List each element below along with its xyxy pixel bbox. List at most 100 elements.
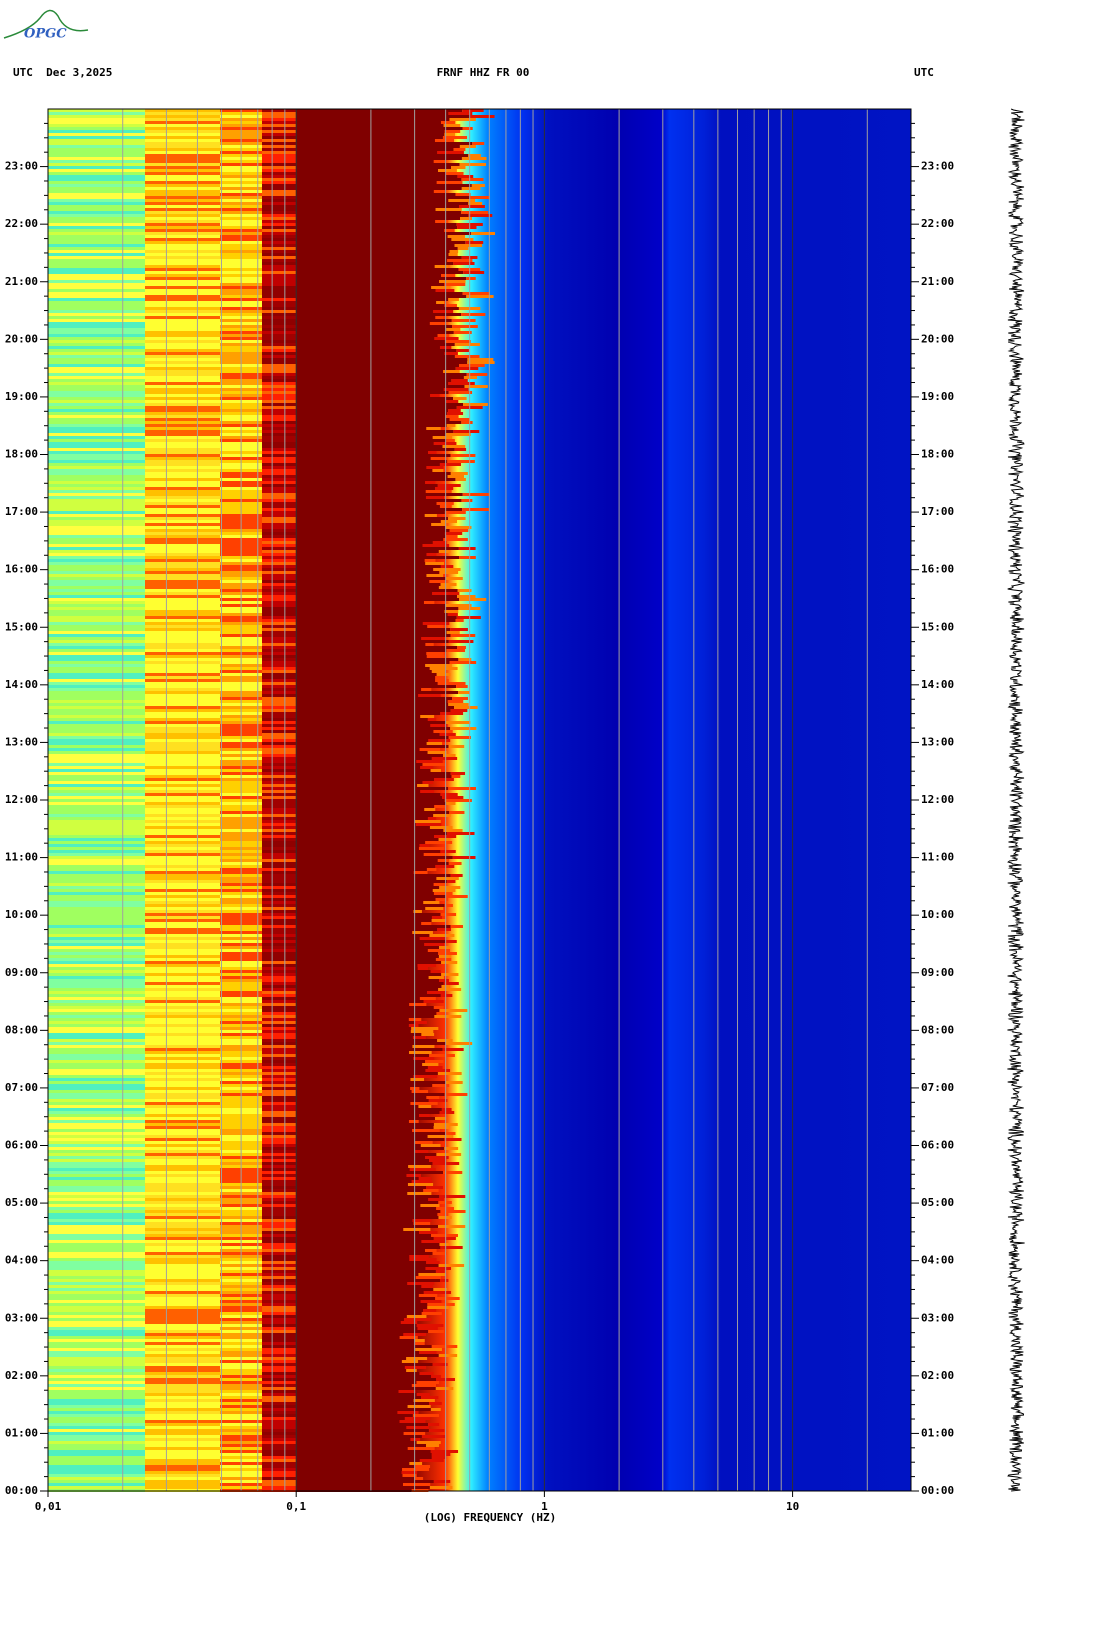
texture — [409, 1051, 432, 1054]
texture — [296, 385, 465, 388]
texture — [145, 1384, 220, 1387]
texture — [431, 523, 447, 526]
texture — [145, 1054, 220, 1057]
texture — [432, 436, 453, 439]
texture — [296, 1324, 417, 1327]
texture — [145, 235, 220, 238]
texture — [145, 1204, 220, 1207]
y-tick-label: 12:00 — [5, 793, 38, 806]
texture — [449, 250, 459, 253]
texture — [48, 403, 145, 406]
texture — [48, 724, 145, 727]
texture — [262, 298, 296, 301]
texture — [296, 1138, 445, 1141]
texture — [296, 355, 455, 358]
texture — [262, 673, 296, 676]
texture — [48, 115, 145, 118]
y-tick-label: 04:00 — [5, 1254, 38, 1267]
texture — [296, 967, 418, 970]
texture — [440, 712, 464, 715]
texture — [145, 1219, 220, 1222]
texture — [145, 718, 220, 721]
texture — [296, 373, 467, 376]
texture — [145, 805, 220, 808]
texture — [439, 1009, 468, 1012]
texture — [262, 625, 296, 628]
texture — [296, 1282, 408, 1285]
texture — [451, 238, 474, 241]
texture — [445, 895, 468, 898]
texture — [48, 685, 145, 688]
texture — [296, 1210, 441, 1213]
texture — [48, 346, 145, 349]
texture — [444, 610, 459, 613]
texture — [458, 547, 476, 550]
texture — [145, 844, 220, 847]
texture — [296, 1153, 437, 1156]
texture — [262, 904, 296, 907]
texture — [296, 487, 436, 490]
texture — [296, 1459, 420, 1462]
texture — [262, 841, 296, 844]
texture — [457, 247, 469, 250]
texture — [296, 781, 423, 784]
texture — [421, 1240, 446, 1243]
texture — [262, 211, 296, 214]
texture — [48, 259, 145, 262]
texture — [145, 1321, 220, 1324]
y-tick-label: 19:00 — [921, 390, 954, 403]
texture — [48, 1315, 145, 1318]
texture — [145, 721, 220, 724]
texture — [262, 727, 296, 730]
texture — [401, 1360, 419, 1363]
texture — [262, 1381, 296, 1384]
texture — [48, 856, 145, 859]
texture — [145, 685, 220, 688]
texture — [48, 568, 145, 571]
texture — [296, 1129, 413, 1132]
texture — [145, 157, 220, 160]
texture — [145, 382, 220, 385]
texture — [145, 1012, 220, 1015]
texture — [48, 175, 145, 178]
texture — [48, 358, 145, 361]
texture — [296, 835, 435, 838]
texture — [262, 190, 296, 193]
texture — [296, 1249, 425, 1252]
texture — [420, 1300, 442, 1303]
texture — [262, 361, 296, 364]
texture — [145, 916, 220, 919]
texture — [446, 328, 461, 331]
texture — [262, 196, 296, 199]
texture — [48, 736, 145, 739]
texture — [466, 373, 488, 376]
texture — [48, 1453, 145, 1456]
texture — [262, 250, 296, 253]
texture — [411, 1384, 437, 1387]
y-tick-label: 21:00 — [921, 275, 954, 288]
texture — [145, 928, 220, 931]
texture — [445, 535, 458, 538]
texture — [296, 706, 455, 709]
texture — [420, 1144, 441, 1147]
texture — [296, 1006, 434, 1009]
texture — [145, 1318, 220, 1321]
texture — [262, 1189, 296, 1192]
texture — [145, 1324, 220, 1327]
texture — [262, 691, 296, 694]
texture — [296, 436, 433, 439]
texture — [466, 277, 476, 280]
texture — [296, 184, 472, 187]
texture — [445, 1132, 456, 1135]
texture — [48, 880, 145, 883]
texture — [296, 148, 454, 151]
texture — [48, 409, 145, 412]
texture — [48, 1174, 145, 1177]
texture — [448, 640, 474, 643]
texture — [145, 946, 220, 949]
texture — [296, 427, 427, 430]
texture — [145, 715, 220, 718]
texture — [426, 466, 444, 469]
texture — [296, 1315, 407, 1318]
texture — [468, 202, 483, 205]
